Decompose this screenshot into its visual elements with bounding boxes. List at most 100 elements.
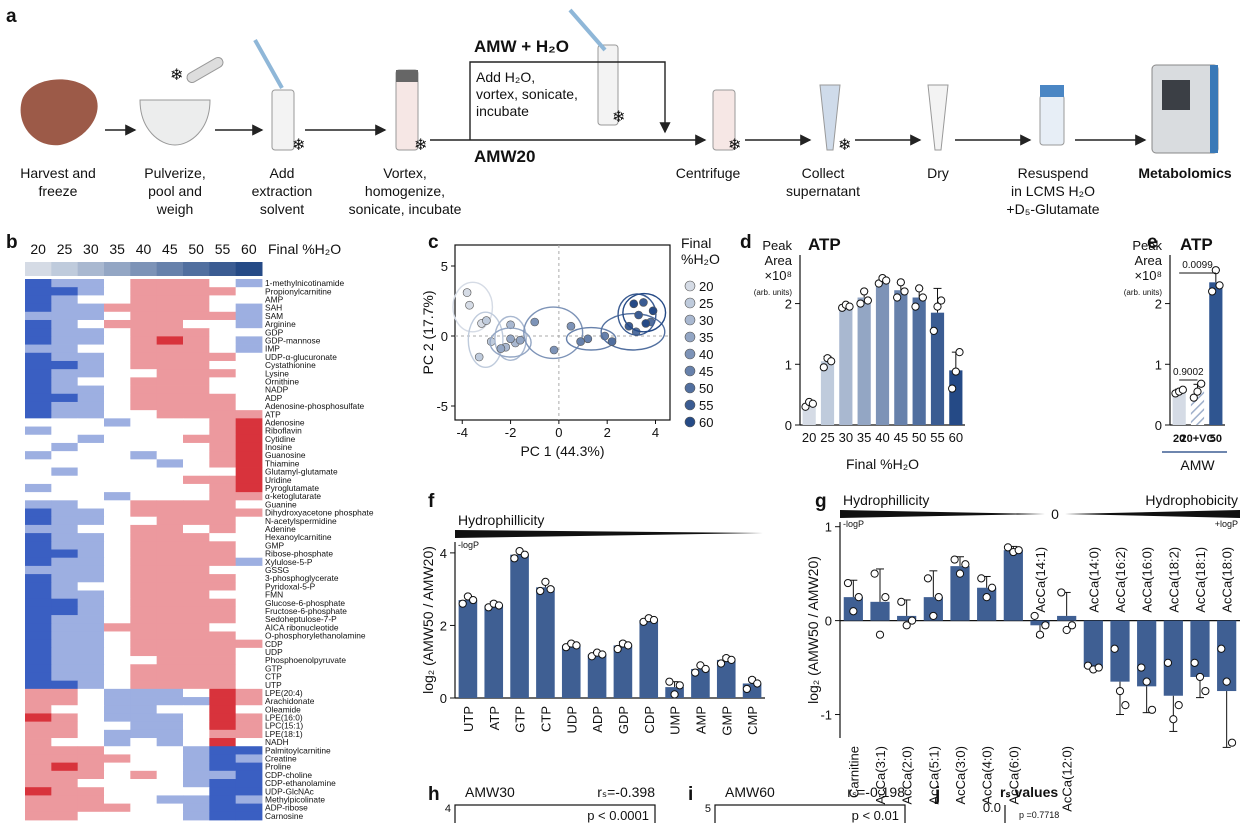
heatmap-cell [25,795,52,804]
y-axis-label: Area [765,253,793,268]
heatmap-cell [51,730,78,739]
heatmap-cell [51,394,78,403]
step-label: Add [270,165,295,181]
heatmap-cell [25,656,52,665]
replicate-point [850,608,857,615]
bar [949,370,962,425]
heatmap-cell [209,697,236,706]
y-axis-label: log₂ (AMW50 / AMW20) [420,546,436,694]
heatmap-cell [157,730,184,739]
heatmap-cell [236,402,263,411]
heatmap-cell [157,509,184,518]
heatmap-cell [236,582,263,591]
replicate-point [1138,664,1145,671]
replicate-point [988,584,995,591]
heatmap-cell [236,509,263,518]
heatmap-cell [78,615,105,624]
heatmap-cell [209,681,236,690]
row-label: Carnosine [265,811,304,821]
heatmap-cell [236,599,263,608]
heatmap-cell [78,443,105,452]
heatmap-cell [104,361,131,370]
heatmap-cell [25,590,52,599]
heatmap-cell [236,353,263,362]
heatmap-cell [183,443,210,452]
heatmap-cell [25,312,52,321]
y-tick-label: 1 [825,520,832,535]
replicate-point [935,594,942,601]
heatmap-cell [183,476,210,485]
heatmap-cell [157,607,184,616]
heatmap-cell [25,623,52,632]
heatmap-cell [236,705,263,714]
replicate-point [898,598,905,605]
heatmap-cell [236,484,263,493]
heatmap-cell [51,328,78,337]
bar [484,605,503,698]
heatmap-cell [51,369,78,378]
bar [858,298,871,426]
color-bar-cell [183,262,210,276]
heatmap-cell [78,541,105,550]
replicate-point [1111,645,1118,652]
heatmap-cell [130,582,157,591]
heatmap-cell [157,451,184,460]
x-tick-label: AcCa(16:2) [1113,547,1128,613]
gradient-end: +logP [1215,519,1238,529]
heatmap-cell [78,476,105,485]
heatmap-cell [130,459,157,468]
heatmap-cell [130,541,157,550]
heatmap-cell [183,738,210,747]
heatmap-cell [25,304,52,313]
heatmap-cell [51,599,78,608]
heatmap-cell [51,697,78,706]
main-title: AMW20 [474,147,535,166]
bar [562,645,581,698]
heatmap-cell [130,394,157,403]
heatmap-cell [236,590,263,599]
column-label: 20 [30,241,46,257]
point [608,338,616,346]
heatmap-cell [104,804,131,813]
heatmap-cell [25,328,52,337]
step-label: in LCMS H₂O [1011,183,1095,199]
heatmap-cell [183,312,210,321]
heatmap-cell [183,394,210,403]
heatmap-cell [183,459,210,468]
replicate-point [901,288,908,295]
replicate-point [861,288,868,295]
heatmap-cell [78,771,105,780]
y-axis-label: Area [1135,253,1163,268]
heatmap-cell [236,328,263,337]
heatmap-cell [183,746,210,755]
heatmap-cell [51,607,78,616]
replicate-point [1116,687,1123,694]
legend-swatch [685,332,695,342]
point [635,311,643,319]
heatmap-cell [51,459,78,468]
replicate-point [897,279,904,286]
heatmap-cell [236,386,263,395]
bar [588,654,607,698]
heatmap-cell [157,738,184,747]
heatmap-cell [78,738,105,747]
heatmap-cell [236,689,263,698]
heatmap-cell [183,386,210,395]
heatmap-cell [183,697,210,706]
heatmap-cell [51,345,78,354]
replicate-point [542,578,549,585]
step-label: Harvest and [20,165,95,181]
heatmap-cell [157,640,184,649]
heatmap-cell [78,730,105,739]
heatmap-cell [25,697,52,706]
x-tick-label: 20 [802,430,816,445]
heatmap-cell [78,287,105,296]
heatmap-cell [130,730,157,739]
heatmap-cell [104,697,131,706]
heatmap-cell [157,484,184,493]
heatmap-cell [236,451,263,460]
heatmap-cell [25,533,52,542]
heatmap-cell [104,779,131,788]
replicate-point [625,642,632,649]
heatmap-cell [236,631,263,640]
